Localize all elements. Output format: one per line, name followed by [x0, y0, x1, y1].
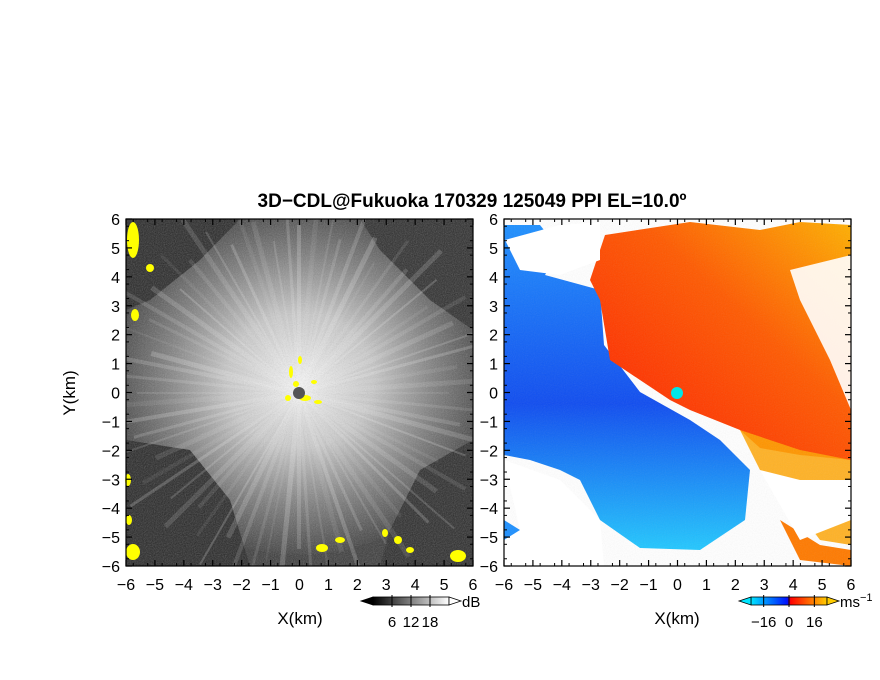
y-axis-label: Y(km): [60, 370, 79, 415]
y-tick-label: 4: [489, 270, 498, 287]
y-tick-label: 2: [111, 328, 120, 345]
y-tick-label: 6: [111, 212, 120, 229]
radar-site-marker: [293, 387, 305, 399]
x-tick-label: 3: [382, 577, 391, 594]
x-tick-label: 4: [411, 577, 420, 594]
colorbar-unit: dB: [462, 594, 480, 611]
y-tick-label: 1: [489, 357, 498, 374]
x-tick-label: −4: [553, 577, 571, 594]
y-tick-label: −1: [102, 414, 120, 431]
y-tick-label: 3: [111, 299, 120, 316]
y-tick-label: 3: [489, 299, 498, 316]
x-tick-label: 1: [324, 577, 333, 594]
y-tick-label: −5: [102, 530, 120, 547]
y-tick-label: −2: [480, 443, 498, 460]
highlight-speckle: [314, 400, 322, 404]
colorbar-tick-label: 18: [422, 614, 439, 631]
velocity-axes: −6 −5 −4 −3 −2 −1 0 1 2 3 4 5 6 6 5 4 3 2 1 0 −1 −2 −3 −4 −5 −6: [480, 212, 856, 594]
y-tick-label: 6: [489, 212, 498, 229]
y-tick-label: 5: [111, 241, 120, 258]
y-tick-label: −4: [480, 501, 498, 518]
colorbar-extend-high: [448, 596, 463, 606]
x-axis-label-right: X(km): [654, 609, 699, 628]
x-tick-label: 0: [295, 577, 304, 594]
velocity-panel: −6 −5 −4 −3 −2 −1 0 1 2 3 4 5 6 6 5 4 3 2 1 0 −1 −2 −3 −4 −5 −6 X…: [480, 212, 873, 631]
highlight-speckle: [293, 381, 299, 387]
highlight-speckle: [311, 380, 317, 384]
x-tick-label: 2: [353, 577, 362, 594]
colorbar-tick-label: 16: [806, 614, 823, 631]
colorbar-tick-label: −16: [751, 614, 776, 631]
y-tick-label: 2: [489, 328, 498, 345]
highlight-speckle: [146, 264, 154, 272]
x-tick-label: 2: [731, 577, 740, 594]
highlight-speckle: [131, 309, 139, 321]
y-tick-label: −6: [102, 559, 120, 576]
reflectivity-axes: −6 −5 −4 −3 −2 −1 0 1 2 3 4 5 6 6 5 4 3 2 1 0 −1 −2 −3 −4 −5 −6: [102, 212, 478, 594]
reflectivity-colorbar: 6 12 18 dB: [359, 594, 480, 631]
x-tick-label: −6: [495, 577, 513, 594]
y-tick-label: 0: [111, 386, 120, 403]
x-tick-label: −6: [117, 577, 135, 594]
x-tick-label: −3: [204, 577, 222, 594]
highlight-speckle: [127, 222, 139, 258]
colorbar-extend-high: [826, 596, 841, 606]
colorbar-unit-exponent: −1: [860, 592, 873, 604]
highlight-speckle: [450, 550, 466, 562]
x-tick-label: −5: [524, 577, 542, 594]
y-tick-label: 4: [111, 270, 120, 287]
y-tick-label: −4: [102, 501, 120, 518]
x-tick-label: −4: [175, 577, 193, 594]
highlight-speckle: [316, 544, 328, 552]
highlight-speckle: [406, 547, 414, 553]
y-tick-label: −2: [102, 443, 120, 460]
reflectivity-highlights: [125, 222, 466, 562]
x-tick-label: 1: [702, 577, 711, 594]
y-tick-label: −5: [480, 530, 498, 547]
colorbar-extend-low: [737, 596, 752, 606]
colorbar-tick-label: 12: [403, 614, 420, 631]
y-tick-label: −1: [480, 414, 498, 431]
highlight-speckle: [126, 544, 140, 560]
colorbar-extend-low: [359, 596, 374, 606]
y-tick-label: 0: [489, 386, 498, 403]
radar-site-marker-right: [671, 387, 683, 399]
y-tick-label: −3: [480, 472, 498, 489]
y-tick-label: 5: [489, 241, 498, 258]
highlight-speckle: [394, 536, 402, 544]
x-tick-label: 6: [469, 577, 478, 594]
x-tick-label: −5: [146, 577, 164, 594]
colorbar-tick-label: 0: [785, 614, 793, 631]
x-tick-label: −1: [639, 577, 657, 594]
x-tick-label: −3: [582, 577, 600, 594]
x-tick-label: 4: [789, 577, 798, 594]
x-axis-label-left: X(km): [277, 609, 322, 628]
velocity-image: [504, 219, 851, 566]
x-tick-label: 5: [440, 577, 449, 594]
colorbar-tick-label: 6: [388, 614, 396, 631]
highlight-speckle: [285, 395, 291, 401]
x-tick-label: 5: [818, 577, 827, 594]
y-tick-label: −6: [480, 559, 498, 576]
x-tick-label: 6: [847, 577, 856, 594]
x-tick-label: 3: [760, 577, 769, 594]
highlight-speckle: [298, 356, 302, 364]
figure-title: 3D−CDL@Fukuoka 170329 125049 PPI EL=10.0…: [258, 191, 687, 212]
velocity-colorbar: −16 0 16 ms−1: [737, 592, 873, 631]
y-tick-label: −3: [102, 472, 120, 489]
highlight-speckle: [382, 529, 388, 537]
highlight-speckle: [289, 366, 293, 378]
colorbar-unit: ms−1: [840, 592, 873, 611]
x-tick-label: −2: [611, 577, 629, 594]
x-tick-label: 0: [673, 577, 682, 594]
y-tick-label: 1: [111, 357, 120, 374]
highlight-speckle: [335, 537, 345, 543]
highlight-speckle: [126, 515, 132, 525]
x-tick-label: −2: [233, 577, 251, 594]
x-tick-label: −1: [261, 577, 279, 594]
